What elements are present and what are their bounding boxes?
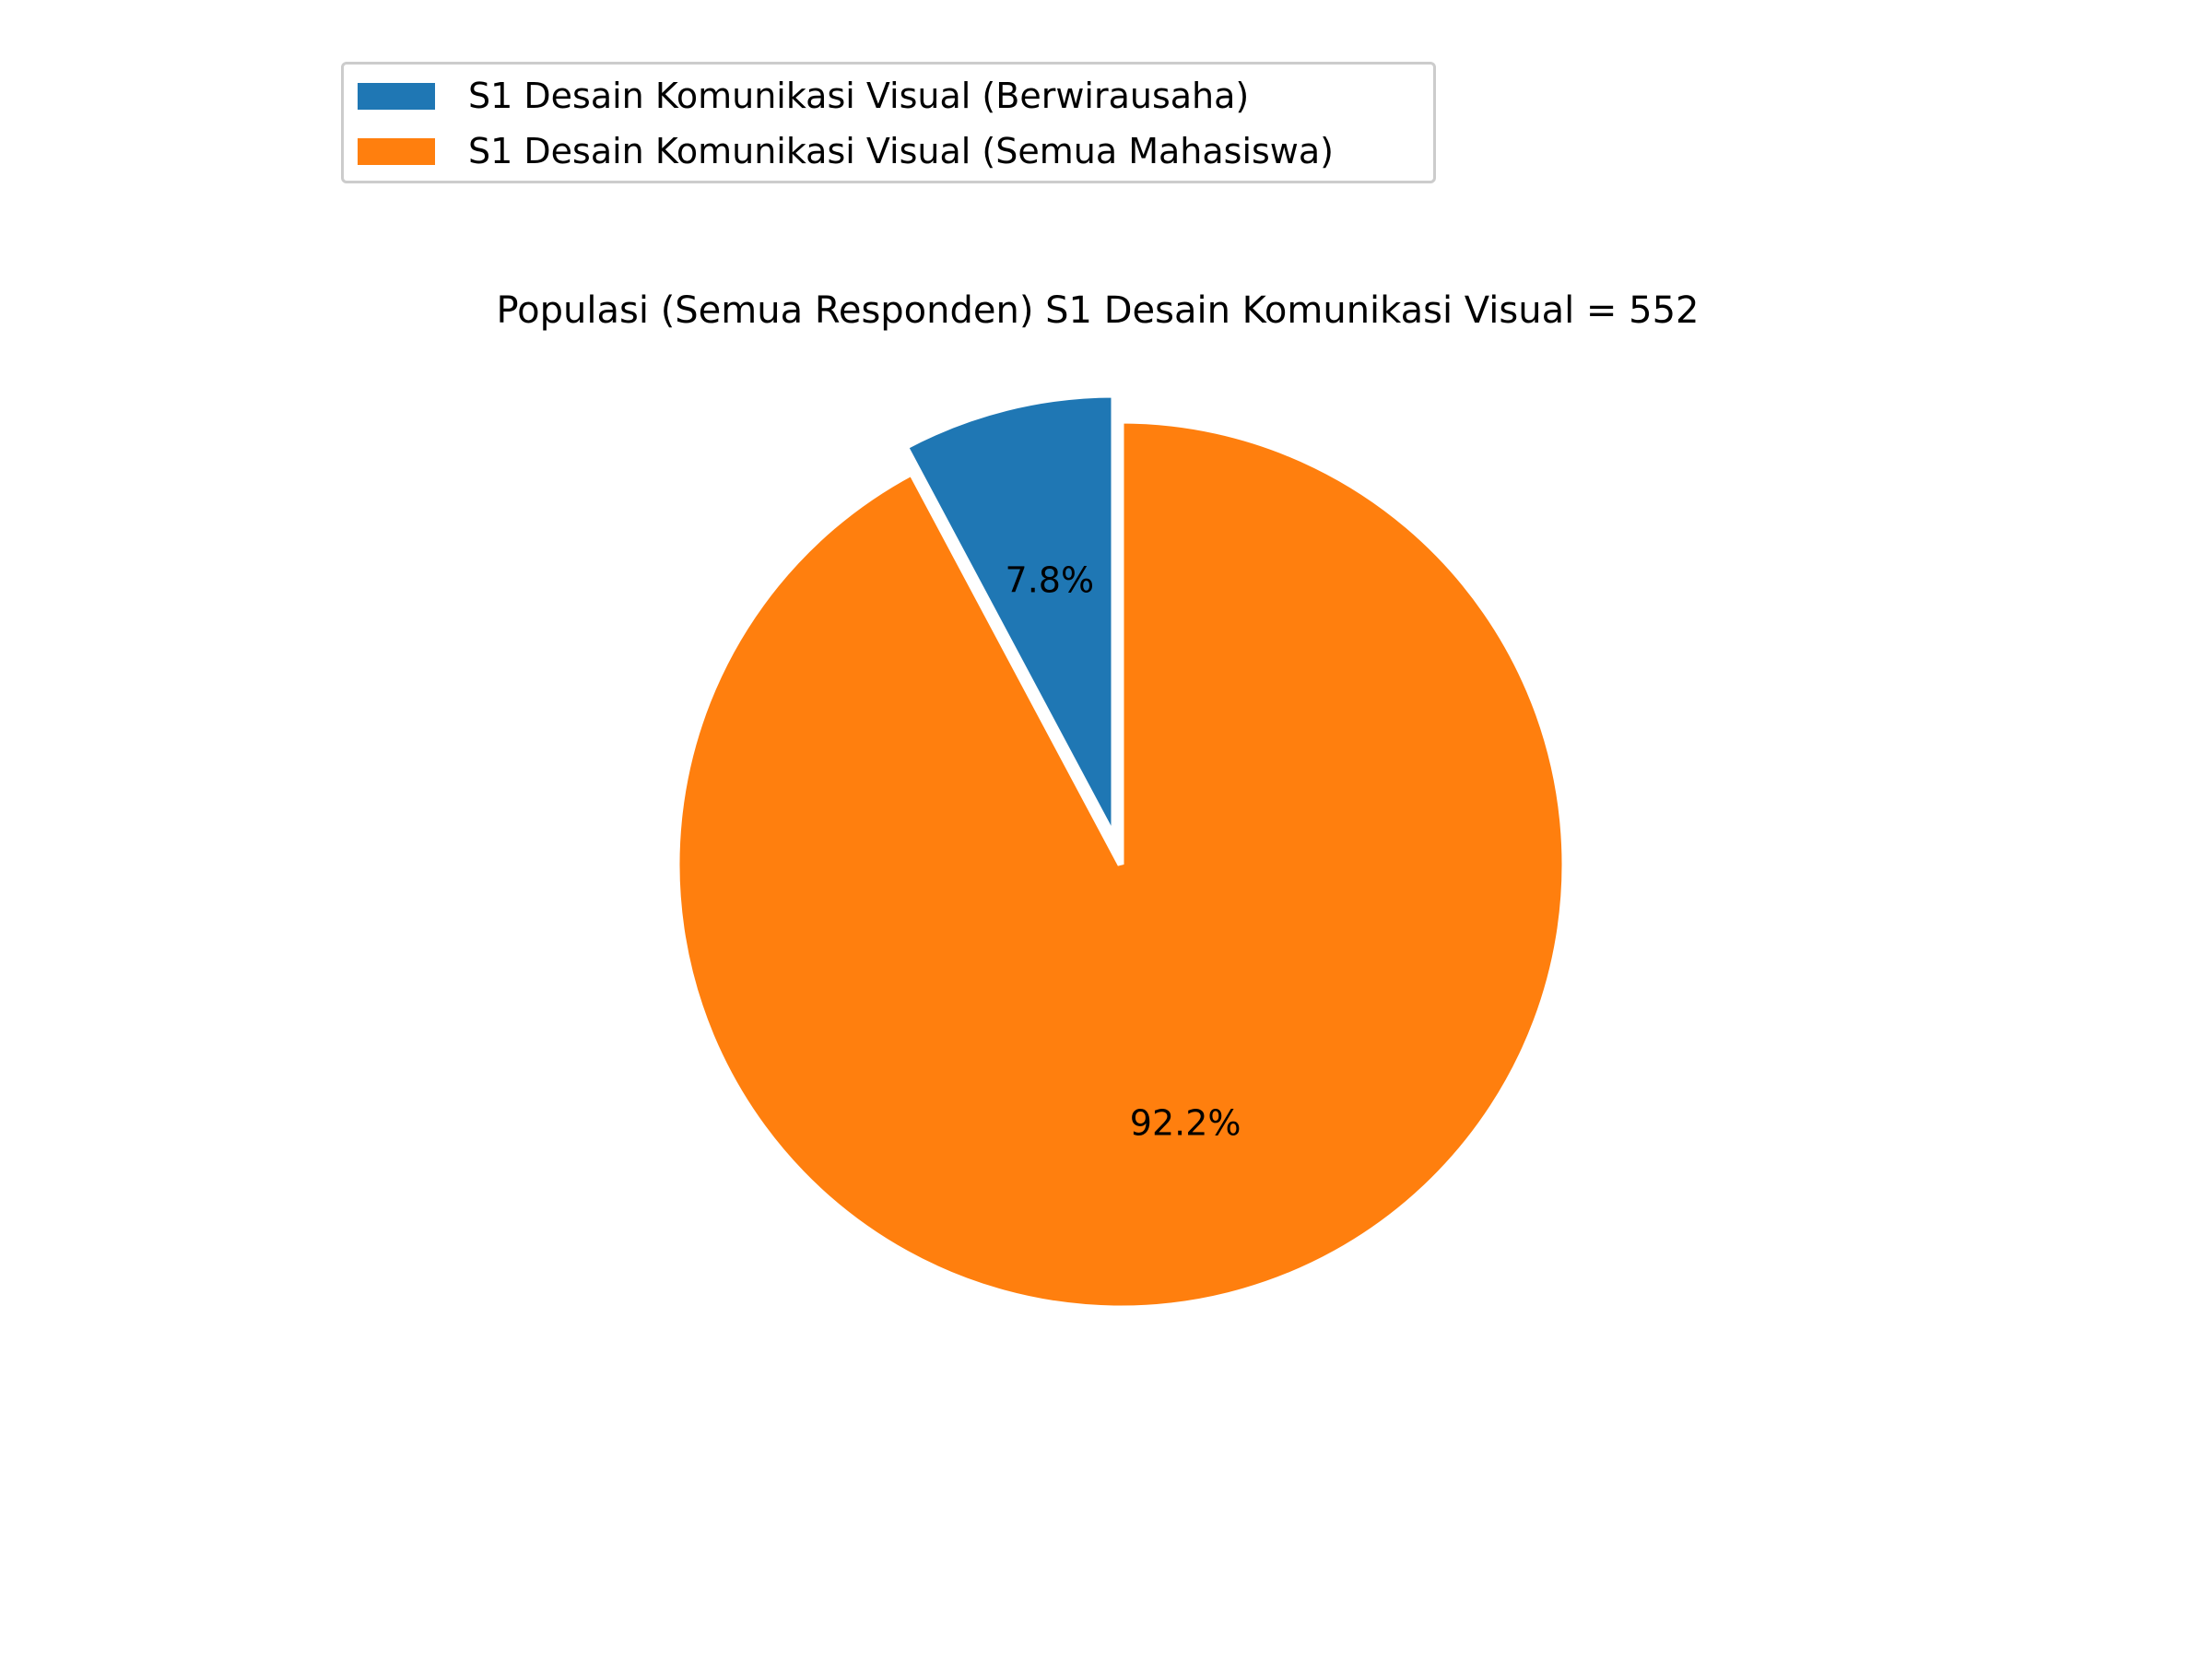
legend-label-berwirausaha: S1 Desain Komunikasi Visual (Berwirausah… xyxy=(468,76,1250,116)
pie-slice-semua-mahasiswa xyxy=(673,417,1569,1312)
pie-slice-berwirausaha xyxy=(900,391,1118,841)
legend-entry-berwirausaha: S1 Desain Komunikasi Visual (Berwirausah… xyxy=(358,76,1250,116)
legend-label-semua-mahasiswa: S1 Desain Komunikasi Visual (Semua Mahas… xyxy=(468,131,1334,171)
pie-label-semua-mahasiswa: 92.2% xyxy=(1130,1103,1241,1144)
pie-labels: 7.8% 92.2% xyxy=(1006,559,1241,1143)
legend-swatch-semua-mahasiswa xyxy=(358,137,435,165)
legend: S1 Desain Komunikasi Visual (Berwirausah… xyxy=(341,62,1436,183)
legend-swatch-berwirausaha xyxy=(358,82,435,110)
pie-slices xyxy=(673,391,1569,1312)
legend-entry-semua-mahasiswa: S1 Desain Komunikasi Visual (Semua Mahas… xyxy=(358,131,1334,171)
chart-title: Populasi (Semua Responden) S1 Desain Kom… xyxy=(496,289,1700,332)
pie-label-berwirausaha: 7.8% xyxy=(1006,559,1095,600)
